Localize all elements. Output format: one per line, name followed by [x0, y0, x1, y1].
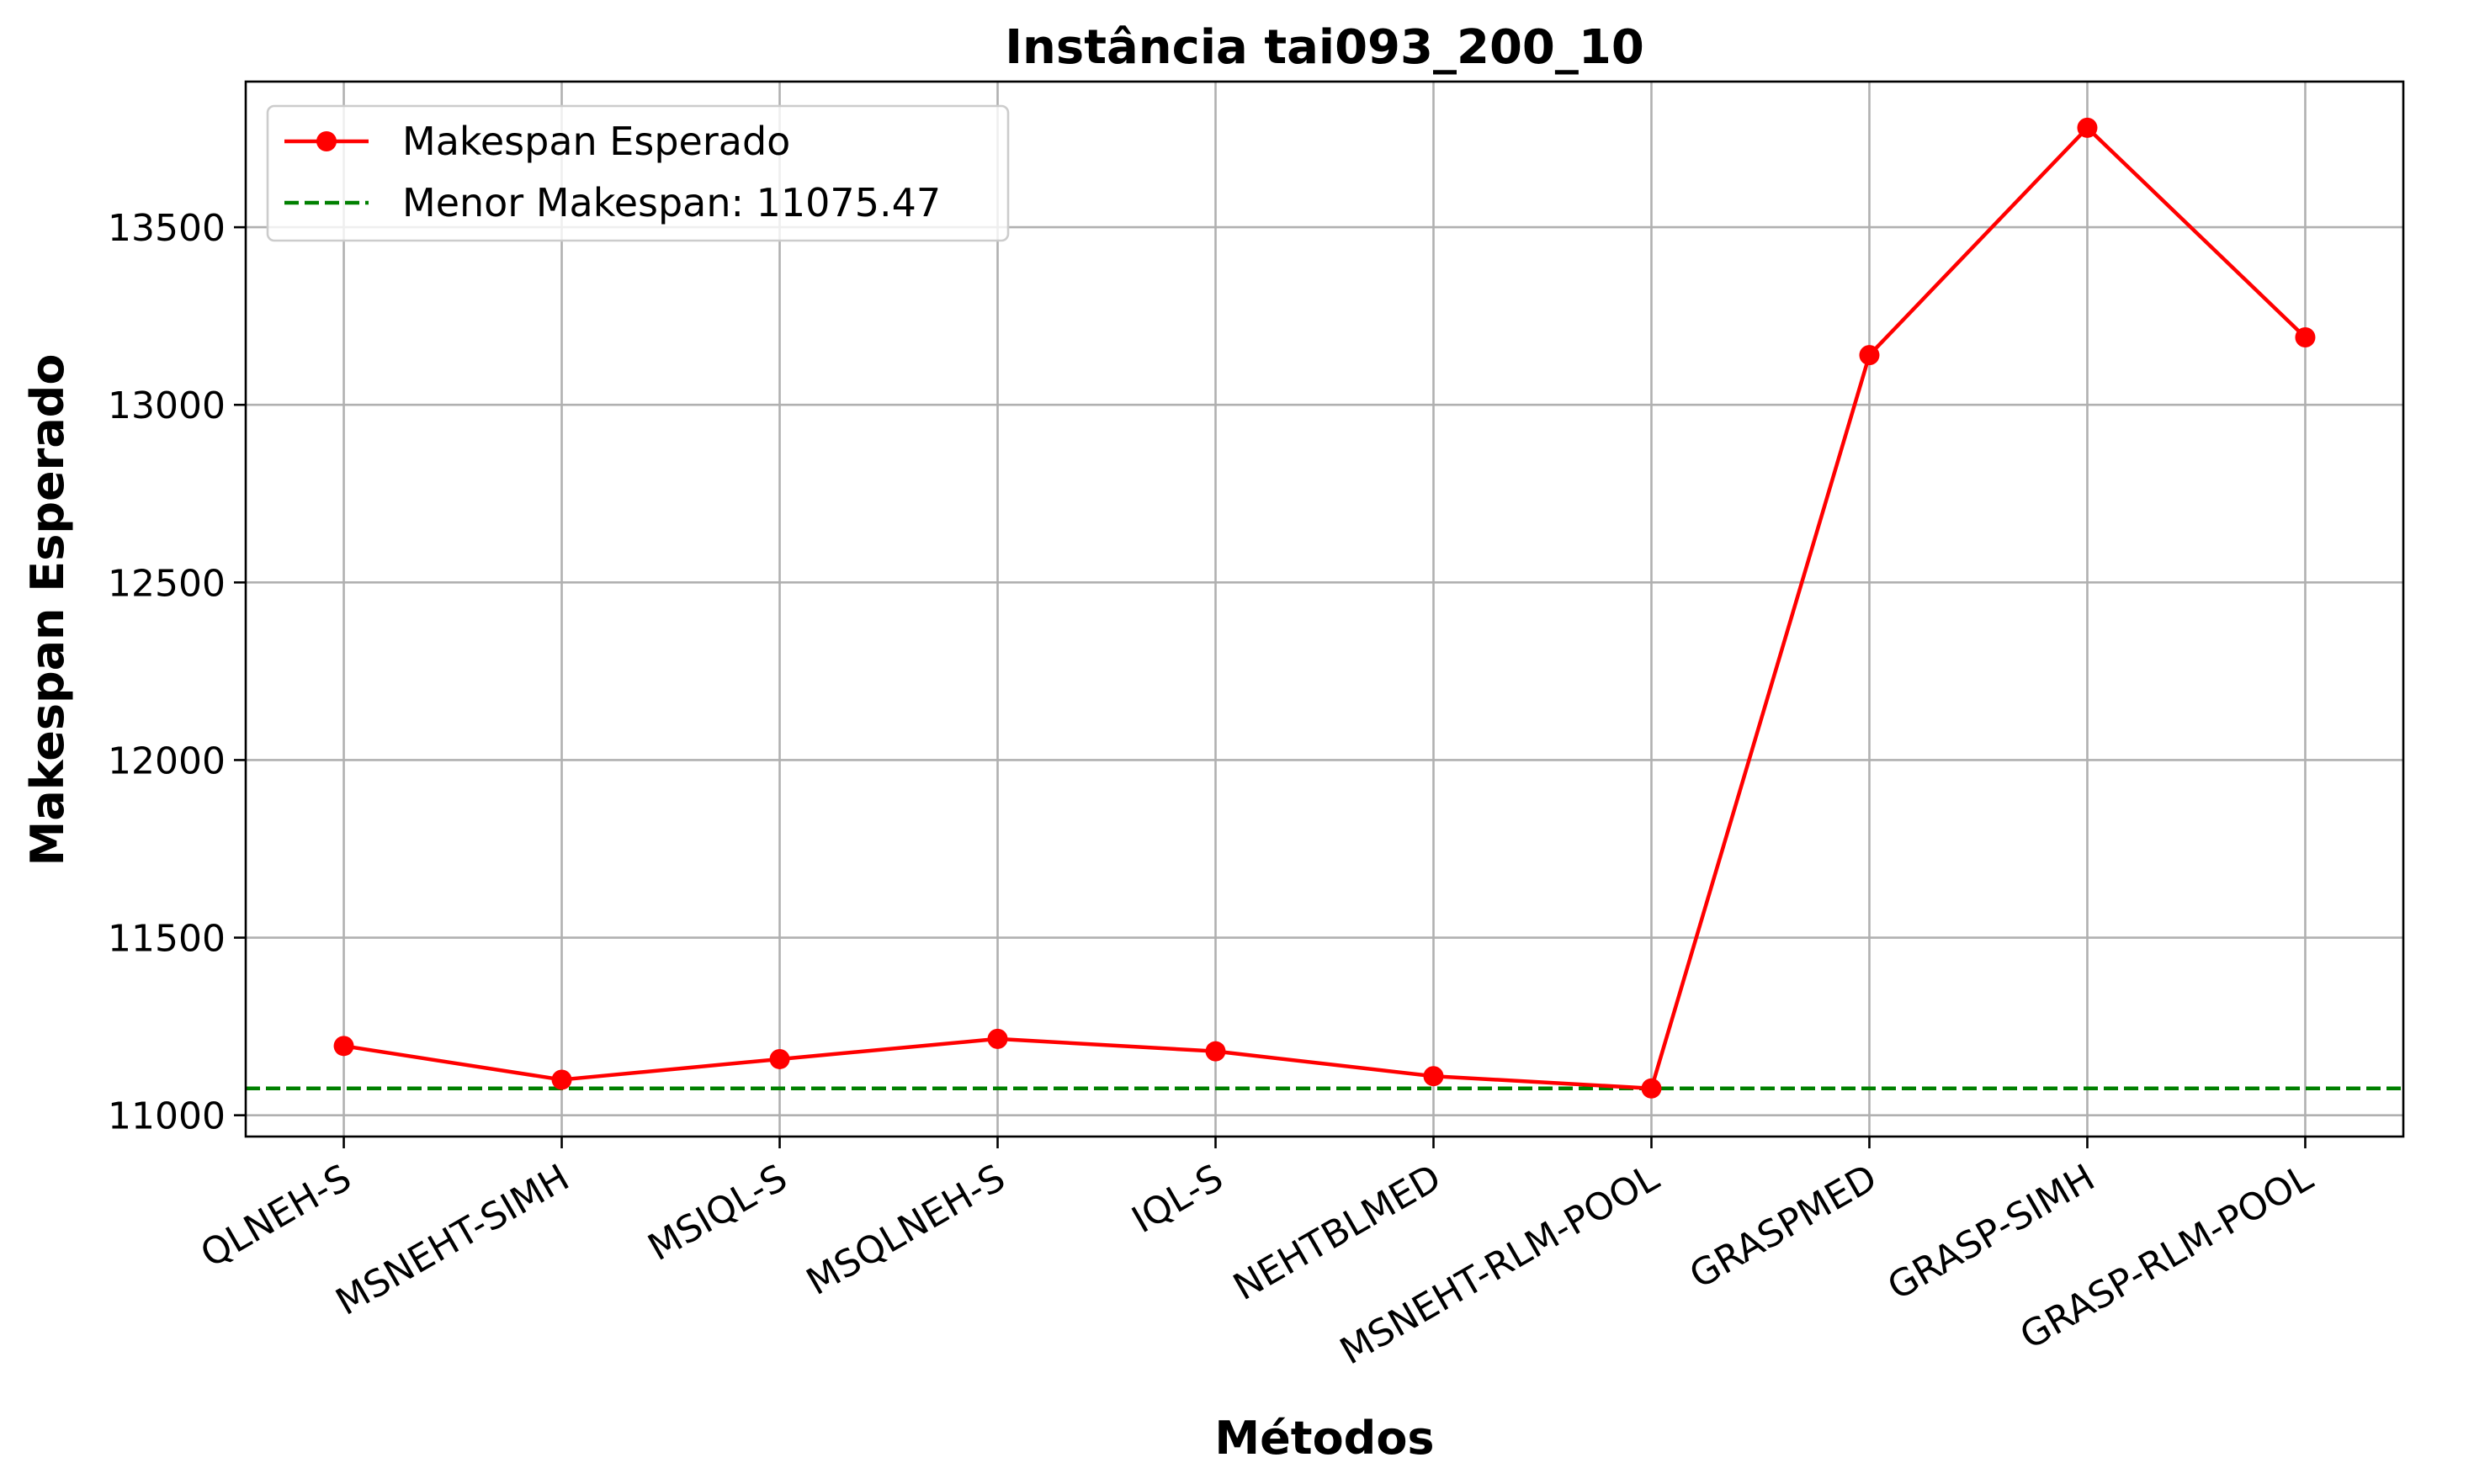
y-tick-label: 11000 — [108, 1095, 226, 1138]
x-tick-label: QLNEH-S — [194, 1156, 358, 1276]
plot-area-frame — [244, 80, 2405, 1138]
legend-box — [266, 104, 1010, 242]
x-tick-label: GRASP-SIMH — [1881, 1156, 2102, 1308]
legend: Makespan Esperado Menor Makespan: 11075.4… — [266, 104, 1010, 242]
data-point — [2295, 327, 2316, 347]
y-axis-ticks: 11000 11500 12000 12500 13000 13500 — [108, 207, 246, 1138]
y-axis-label: Makespan Esperado — [21, 354, 74, 867]
y-tick-label: 13500 — [108, 207, 226, 250]
data-point — [333, 1036, 354, 1057]
x-axis-label: Métodos — [1214, 1412, 1434, 1465]
legend-series-label: Makespan Esperado — [402, 119, 790, 164]
grid-lines — [246, 82, 2403, 1137]
data-point — [551, 1069, 572, 1090]
data-point — [1641, 1078, 1662, 1099]
y-tick-label: 11500 — [108, 918, 226, 961]
chart-title: Instância tai093_200_10 — [1005, 20, 1644, 75]
data-point — [1859, 345, 1880, 366]
series-group — [333, 117, 2316, 1099]
x-tick-label: IQL-S — [1125, 1156, 1230, 1242]
x-tick-label: MSIQL-S — [641, 1156, 794, 1269]
data-point — [987, 1028, 1008, 1049]
x-tick-label: MSNEHT-SIMH — [329, 1156, 576, 1323]
series-line — [343, 125, 2307, 1091]
legend-reference-label: Menor Makespan: 11075.47 — [402, 180, 941, 225]
data-point — [1423, 1066, 1444, 1087]
y-tick-label: 12500 — [108, 562, 226, 605]
y-tick-label: 12000 — [108, 739, 226, 782]
data-point — [1205, 1041, 1226, 1062]
y-tick-label: 13000 — [108, 384, 226, 427]
legend-series-marker — [316, 131, 337, 151]
x-tick-label: NEHTBLMED — [1226, 1156, 1448, 1309]
x-tick-label: MSQLNEH-S — [799, 1156, 1012, 1303]
data-point — [2077, 117, 2098, 138]
x-tick-label: GRASPMED — [1682, 1156, 1883, 1297]
data-point — [769, 1048, 790, 1069]
